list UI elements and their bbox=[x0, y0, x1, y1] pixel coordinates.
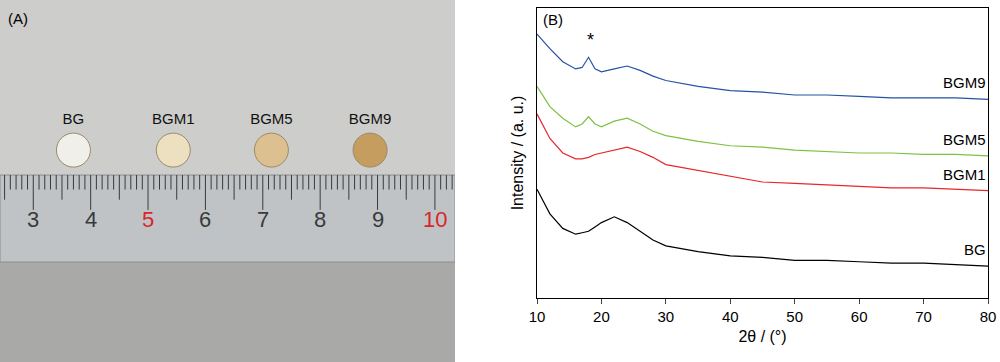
svg-text:BG: BG bbox=[63, 110, 85, 127]
svg-text:BGM9: BGM9 bbox=[349, 110, 392, 127]
svg-text:80: 80 bbox=[980, 308, 997, 325]
svg-text:6: 6 bbox=[199, 207, 211, 232]
svg-text:(A): (A) bbox=[8, 10, 28, 27]
svg-text:(B): (B) bbox=[543, 11, 563, 28]
svg-text:2θ / (°): 2θ / (°) bbox=[738, 328, 786, 345]
svg-text:70: 70 bbox=[915, 308, 932, 325]
svg-text:10: 10 bbox=[423, 207, 447, 232]
svg-text:40: 40 bbox=[722, 308, 739, 325]
svg-text:Intensity / (a. u.): Intensity / (a. u.) bbox=[509, 96, 526, 211]
svg-text:9: 9 bbox=[372, 207, 384, 232]
svg-text:30: 30 bbox=[658, 308, 675, 325]
svg-text:20: 20 bbox=[593, 308, 610, 325]
svg-text:10: 10 bbox=[529, 308, 546, 325]
svg-text:5: 5 bbox=[142, 207, 154, 232]
svg-text:BG: BG bbox=[964, 241, 986, 258]
svg-text:BGM5: BGM5 bbox=[943, 131, 986, 148]
svg-text:4: 4 bbox=[85, 207, 97, 232]
svg-text:7: 7 bbox=[257, 207, 269, 232]
svg-text:8: 8 bbox=[314, 207, 326, 232]
svg-text:BGM5: BGM5 bbox=[250, 110, 293, 127]
svg-text:3: 3 bbox=[27, 207, 39, 232]
svg-text:BGM1: BGM1 bbox=[943, 166, 986, 183]
svg-text:BGM9: BGM9 bbox=[943, 74, 986, 91]
svg-text:60: 60 bbox=[851, 308, 868, 325]
svg-text:BGM1: BGM1 bbox=[152, 110, 195, 127]
svg-text:*: * bbox=[587, 30, 594, 50]
svg-text:50: 50 bbox=[786, 308, 803, 325]
